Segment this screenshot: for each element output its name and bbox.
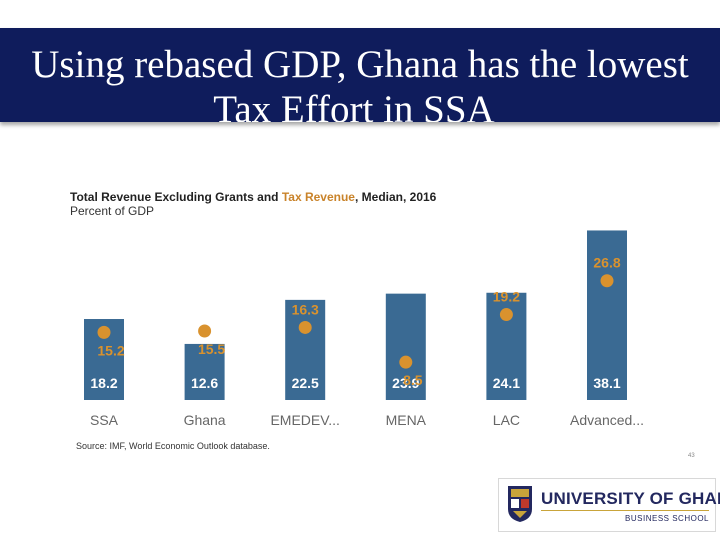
slide-title: Using rebased GDP, Ghana has the lowest … bbox=[0, 42, 720, 122]
chart-heading-part-1: Total Revenue Excluding Grants and bbox=[70, 190, 282, 204]
university-logo: UNIVERSITY OF GHANA BUSINESS SCHOOL bbox=[498, 478, 720, 532]
bar-value-label-5: 38.1 bbox=[593, 375, 620, 391]
bar-3 bbox=[385, 293, 426, 400]
category-label-3: MENA bbox=[386, 412, 427, 428]
slide-title-line-1: Using rebased GDP, Ghana has the lowest bbox=[31, 43, 689, 86]
bar-value-label-2: 22.5 bbox=[292, 375, 319, 391]
category-label-0: SSA bbox=[90, 412, 119, 428]
category-label-4: LAC bbox=[493, 412, 520, 428]
category-label-5: Advanced... bbox=[570, 412, 644, 428]
category-label-2: EMEDEV... bbox=[270, 412, 340, 428]
bar-1 bbox=[184, 343, 225, 400]
title-band: Using rebased GDP, Ghana has the lowest … bbox=[0, 28, 720, 122]
bar-5 bbox=[587, 230, 627, 400]
chart-heading-unit: Percent of GDP bbox=[70, 204, 155, 218]
bar-value-label-0: 18.2 bbox=[90, 375, 117, 391]
university-crest-icon bbox=[508, 486, 532, 522]
logo-name: UNIVERSITY OF GHANA bbox=[541, 489, 720, 508]
logo-sub: BUSINESS SCHOOL bbox=[625, 514, 709, 523]
chart-heading: Total Revenue Excluding Grants and Tax R… bbox=[70, 190, 436, 218]
tax-dot-4 bbox=[499, 308, 513, 322]
tax-dot-0 bbox=[97, 325, 111, 339]
tax-dot-2 bbox=[298, 320, 312, 334]
tax-value-label-0: 15.2 bbox=[97, 342, 124, 358]
tax-dot-1 bbox=[198, 324, 212, 338]
bar-value-label-4: 24.1 bbox=[493, 375, 520, 391]
bar-2 bbox=[285, 299, 326, 400]
category-label-1: Ghana bbox=[184, 412, 226, 428]
source-note: Source: IMF, World Economic Outlook data… bbox=[76, 441, 270, 451]
tax-value-label-4: 19.2 bbox=[493, 289, 520, 305]
chart-heading-part-2: , Median, 2016 bbox=[354, 190, 437, 204]
logo-rule bbox=[541, 510, 709, 511]
tax-dot-3 bbox=[399, 355, 413, 369]
page-number: 43 bbox=[688, 453, 695, 459]
tax-value-label-5: 26.8 bbox=[593, 255, 620, 271]
tax-dot-5 bbox=[600, 274, 614, 288]
bar-value-label-1: 12.6 bbox=[191, 375, 218, 391]
tax-value-label-3: 8.5 bbox=[403, 372, 423, 388]
tax-value-label-1: 15.5 bbox=[198, 341, 225, 357]
slide-title-line-2: Tax Effort in SSA bbox=[213, 88, 495, 122]
tax-value-label-2: 16.3 bbox=[292, 301, 319, 317]
bar-value-label-3: 23.9 bbox=[392, 375, 419, 391]
chart-heading-highlight: Tax Revenue bbox=[281, 190, 355, 204]
